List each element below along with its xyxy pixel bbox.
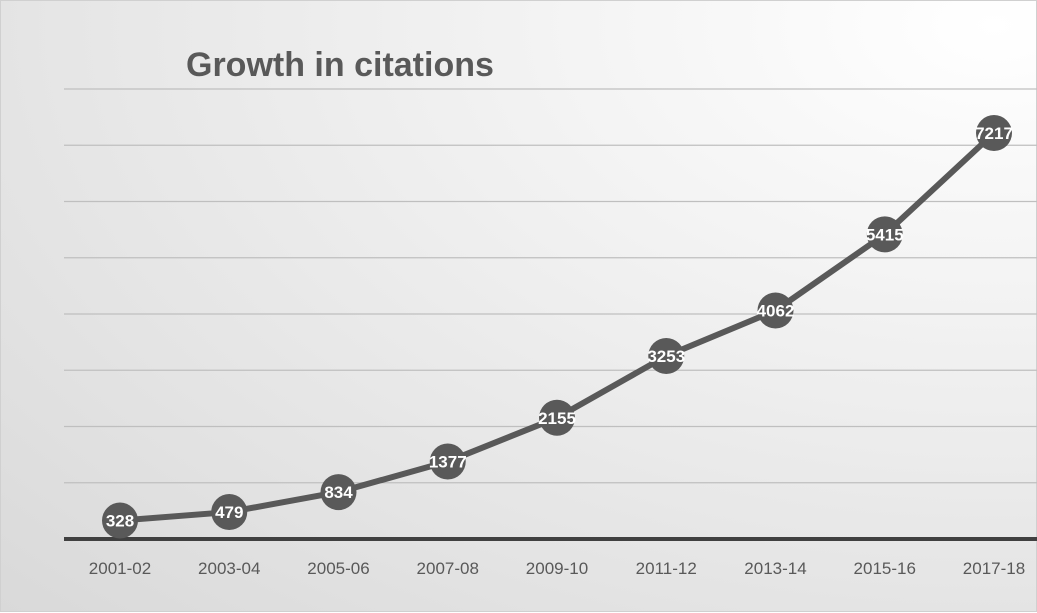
series-layer	[102, 115, 1012, 539]
x-tick-label: 2017-18	[963, 559, 1025, 578]
data-label: 1377	[429, 453, 467, 472]
series-line	[117, 130, 997, 524]
data-label: 3253	[647, 347, 685, 366]
data-point	[320, 474, 357, 511]
data-label: 479	[215, 503, 243, 522]
chart-title: Growth in citations	[186, 46, 494, 84]
x-tick-label: 2007-08	[417, 559, 479, 578]
x-tick-label: 2005-06	[307, 559, 369, 578]
data-point	[757, 292, 794, 329]
data-label: 5415	[866, 225, 904, 244]
data-point	[866, 216, 903, 253]
x-axis: 2001-02 2003-04 2005-06 2007-08 2009-10 2011-…	[64, 537, 1037, 578]
data-label: 834	[324, 483, 353, 502]
data-point	[429, 443, 466, 480]
data-point	[211, 494, 248, 531]
data-label: 2155	[538, 409, 576, 428]
x-tick-label: 2009-10	[526, 559, 588, 578]
data-point	[102, 502, 138, 539]
x-tick-label: 2015-16	[854, 559, 916, 578]
x-tick-label: 2011-12	[636, 559, 697, 578]
data-labels: 328 479 834 1377 2155 3253 4062 5415 7217	[106, 124, 1013, 531]
x-tick-label: 2013-14	[744, 559, 806, 578]
gridlines	[64, 88, 1037, 484]
x-tick-label: 2003-04	[198, 559, 260, 578]
x-tick-label: 2001-02	[89, 559, 151, 578]
data-label: 4062	[757, 302, 795, 321]
data-point	[976, 115, 1012, 152]
data-label: 7217	[975, 124, 1013, 143]
data-point	[648, 338, 685, 375]
data-label: 328	[106, 512, 134, 531]
data-point	[539, 399, 575, 436]
